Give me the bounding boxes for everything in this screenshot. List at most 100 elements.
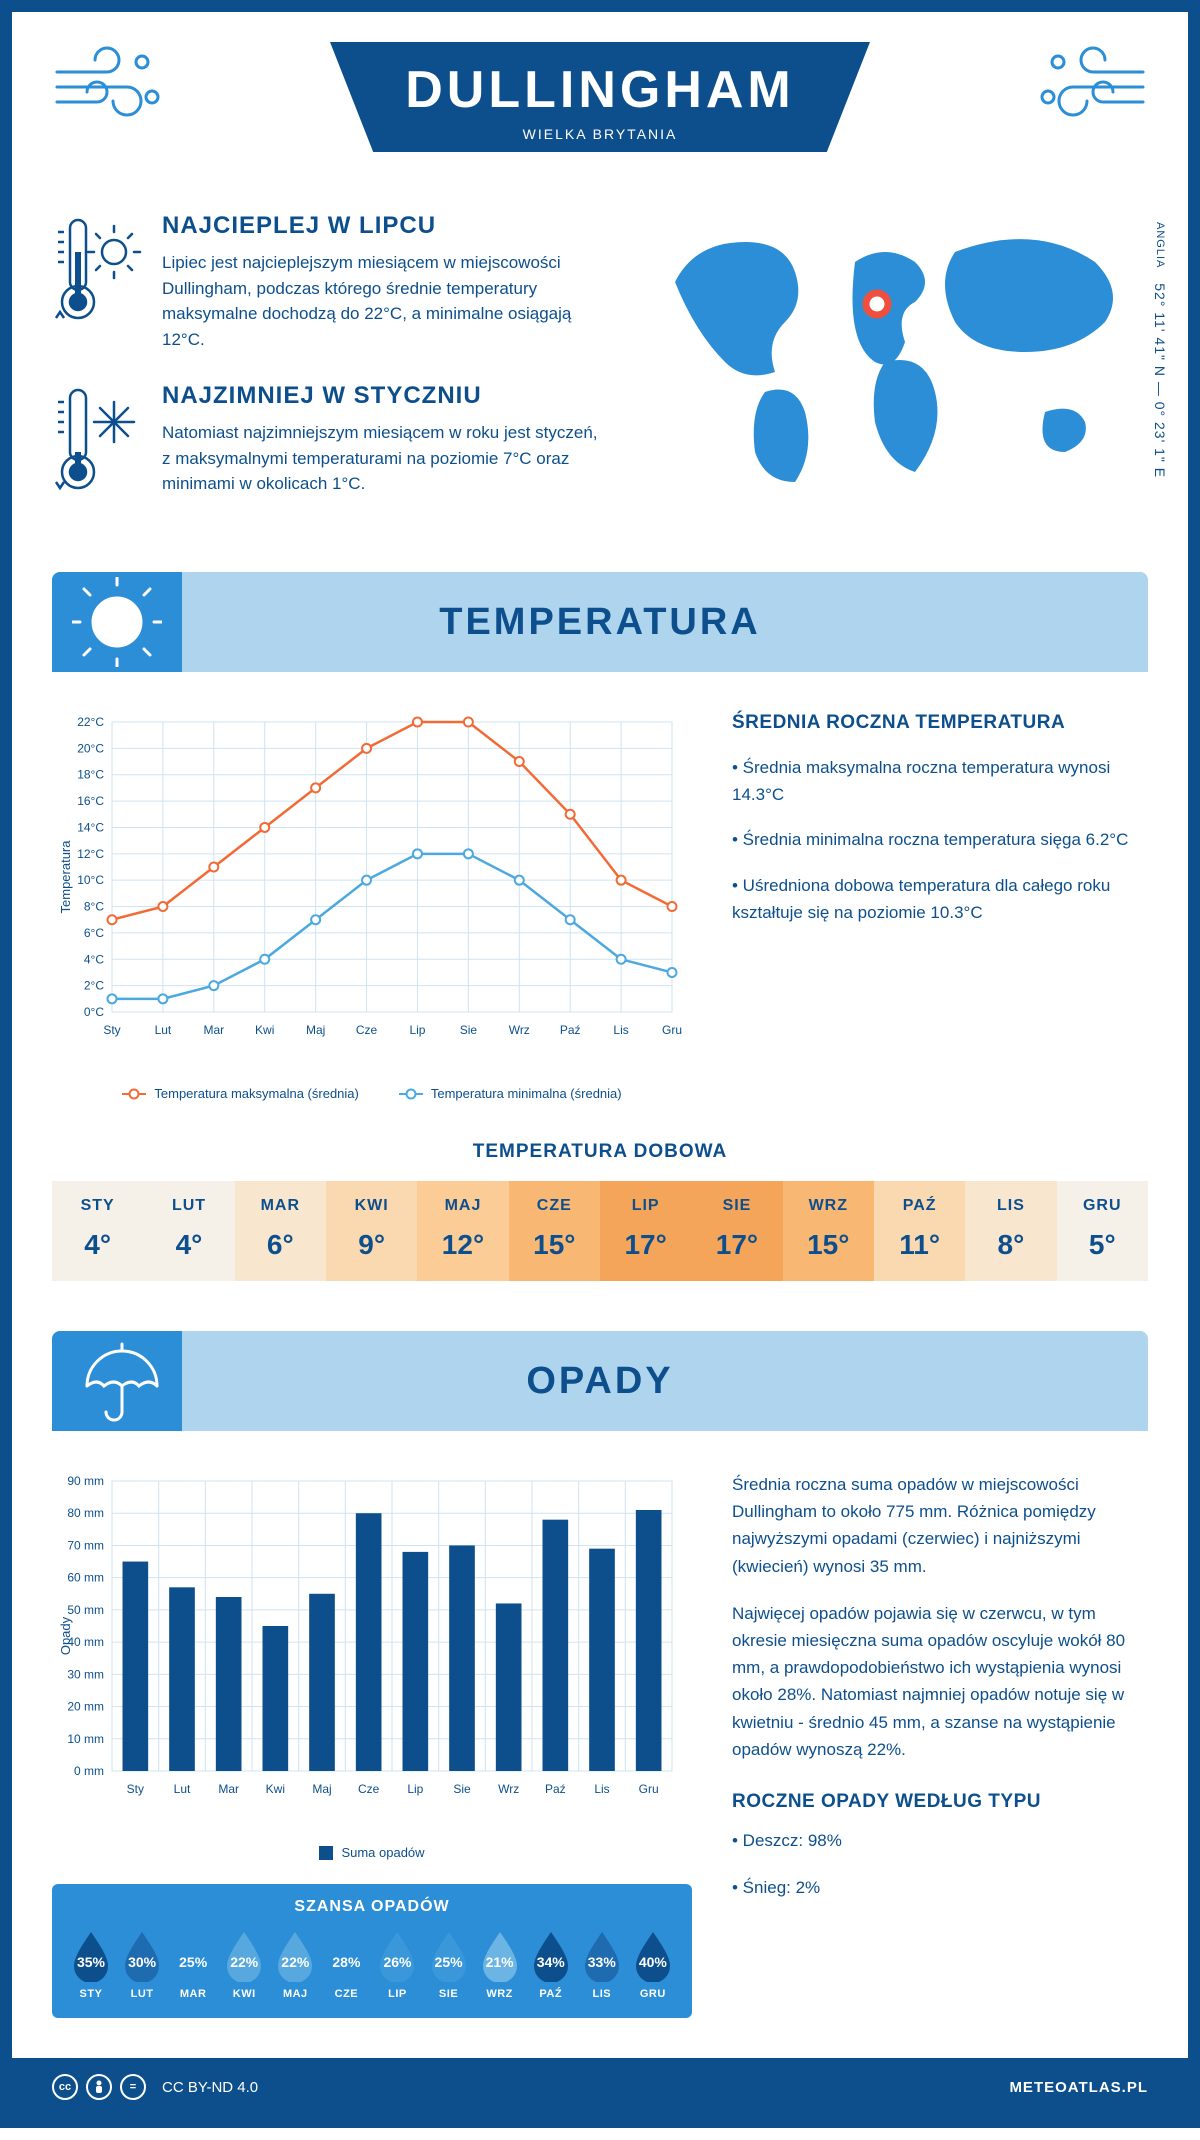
infographic-page: DULLINGHAM WIELKA BRYTANIA (0, 0, 1200, 2128)
header: DULLINGHAM WIELKA BRYTANIA (52, 12, 1148, 212)
svg-text:22°C: 22°C (77, 715, 104, 729)
chance-drop: 40% GRU (632, 1930, 674, 2000)
by-icon (86, 2074, 112, 2100)
svg-text:Paź: Paź (560, 1023, 581, 1037)
nd-icon: = (120, 2074, 146, 2100)
daily-temp-cell: MAR6° (235, 1181, 326, 1281)
svg-text:60 mm: 60 mm (67, 1571, 104, 1585)
summary-row: NAJCIEPLEJ W LIPCU Lipiec jest najcieple… (52, 212, 1148, 532)
svg-text:90 mm: 90 mm (67, 1474, 104, 1488)
coordinates: ANGLIA 52° 11' 41" N — 0° 23' 1" E (1152, 222, 1168, 478)
temperature-title: TEMPERATURA (439, 601, 761, 644)
temp-legend: Temperatura maksymalna (średnia) Tempera… (52, 1086, 692, 1101)
daily-temp-strip: STY4°LUT4°MAR6°KWI9°MAJ12°CZE15°LIP17°SI… (52, 1181, 1148, 1281)
drop-icon: 40% (632, 1930, 674, 1982)
svg-text:Lis: Lis (594, 1782, 609, 1796)
daily-temp-cell: LUT4° (143, 1181, 234, 1281)
svg-text:Maj: Maj (312, 1782, 331, 1796)
wind-icon-left (52, 42, 172, 132)
precip-title: OPADY (526, 1360, 673, 1403)
svg-text:0 mm: 0 mm (74, 1764, 104, 1778)
precip-chance-box: SZANSA OPADÓW 35% STY 30% LUT 25% MAR 22… (52, 1884, 692, 2018)
svg-text:Kwi: Kwi (255, 1023, 274, 1037)
svg-text:4°C: 4°C (84, 952, 104, 966)
chance-drop: 34% PAŹ (530, 1930, 572, 2000)
drop-icon: 25% (428, 1930, 470, 1982)
umbrella-icon (52, 1331, 182, 1431)
precip-info: Średnia roczna suma opadów w miejscowośc… (732, 1471, 1148, 2018)
svg-text:Opady: Opady (58, 1616, 73, 1655)
svg-text:Lut: Lut (174, 1782, 191, 1796)
warmest-text: Lipiec jest najcieplejszym miesiącem w m… (162, 250, 605, 352)
daily-temp-cell: WRZ15° (783, 1181, 874, 1281)
svg-text:Temperatura: Temperatura (58, 840, 73, 914)
legend-swatch-max (122, 1093, 146, 1095)
daily-temp-cell: STY4° (52, 1181, 143, 1281)
drop-icon: 30% (121, 1930, 163, 1982)
svg-text:8°C: 8°C (84, 900, 104, 914)
legend-swatch-precip (319, 1846, 333, 1860)
svg-text:30 mm: 30 mm (67, 1667, 104, 1681)
cc-icon: cc (52, 2074, 78, 2100)
chance-drop: 30% LUT (121, 1930, 163, 2000)
drop-icon: 28% (325, 1930, 367, 1982)
svg-text:16°C: 16°C (77, 794, 104, 808)
chance-drop: 25% SIE (428, 1930, 470, 2000)
drop-icon: 25% (172, 1930, 214, 1982)
coldest-text: Natomiast najzimniejszym miesiącem w rok… (162, 420, 605, 497)
drop-icon: 26% (376, 1930, 418, 1982)
svg-text:Sie: Sie (453, 1782, 471, 1796)
svg-text:Cze: Cze (358, 1782, 380, 1796)
city-title: DULLINGHAM (390, 60, 810, 120)
svg-text:0°C: 0°C (84, 1005, 104, 1019)
svg-text:Wrz: Wrz (509, 1023, 530, 1037)
svg-text:50 mm: 50 mm (67, 1603, 104, 1617)
title-banner: DULLINGHAM WIELKA BRYTANIA (330, 42, 870, 152)
footer: cc = CC BY-ND 4.0 METEOATLAS.PL (12, 2058, 1188, 2116)
svg-text:2°C: 2°C (84, 979, 104, 993)
svg-text:Sty: Sty (127, 1782, 144, 1796)
coldest-block: NAJZIMNIEJ W STYCZNIU Natomiast najzimni… (52, 382, 605, 502)
svg-text:Lis: Lis (613, 1023, 628, 1037)
country-subtitle: WIELKA BRYTANIA (390, 126, 810, 142)
chance-drop: 21% WRZ (479, 1930, 521, 2000)
precip-section-banner: OPADY (52, 1331, 1148, 1431)
svg-text:Mar: Mar (203, 1023, 224, 1037)
chance-drop: 33% LIS (581, 1930, 623, 2000)
svg-text:Kwi: Kwi (266, 1782, 285, 1796)
drop-icon: 22% (274, 1930, 316, 1982)
svg-text:10 mm: 10 mm (67, 1732, 104, 1746)
avg-temp-info: ŚREDNIA ROCZNA TEMPERATURA • Średnia mak… (732, 712, 1148, 1101)
svg-text:Lip: Lip (409, 1023, 425, 1037)
drop-icon: 33% (581, 1930, 623, 1982)
legend-swatch-min (399, 1093, 423, 1095)
svg-text:Sty: Sty (103, 1023, 120, 1037)
svg-text:Gru: Gru (662, 1023, 682, 1037)
daily-temp-cell: PAŹ11° (874, 1181, 965, 1281)
svg-text:Mar: Mar (218, 1782, 239, 1796)
warmest-title: NAJCIEPLEJ W LIPCU (162, 212, 605, 240)
drop-icon: 21% (479, 1930, 521, 1982)
svg-text:Gru: Gru (639, 1782, 659, 1796)
coldest-title: NAJZIMNIEJ W STYCZNIU (162, 382, 605, 410)
drop-icon: 22% (223, 1930, 265, 1982)
daily-temp-cell: LIS8° (965, 1181, 1056, 1281)
chance-drop: 22% MAJ (274, 1930, 316, 2000)
temperature-line-chart: 0°C2°C4°C6°C8°C10°C12°C14°C16°C18°C20°C2… (52, 712, 692, 1101)
svg-text:14°C: 14°C (77, 820, 104, 834)
wind-icon-right (1028, 42, 1148, 132)
daily-temp-cell: LIP17° (600, 1181, 691, 1281)
chance-drop: 25% MAR (172, 1930, 214, 2000)
svg-text:20°C: 20°C (77, 741, 104, 755)
svg-text:Maj: Maj (306, 1023, 325, 1037)
precip-bar-chart: 0 mm10 mm20 mm30 mm40 mm50 mm60 mm70 mm8… (52, 1471, 692, 2018)
sun-icon (52, 572, 182, 672)
drop-icon: 35% (70, 1930, 112, 1982)
svg-text:10°C: 10°C (77, 873, 104, 887)
daily-temp-cell: CZE15° (509, 1181, 600, 1281)
precip-chart-row: 0 mm10 mm20 mm30 mm40 mm50 mm60 mm70 mm8… (52, 1471, 1148, 2018)
chance-drop: 28% CZE (325, 1930, 367, 2000)
daily-temp-cell: SIE17° (691, 1181, 782, 1281)
daily-temp-cell: KWI9° (326, 1181, 417, 1281)
chance-drop: 26% LIP (376, 1930, 418, 2000)
